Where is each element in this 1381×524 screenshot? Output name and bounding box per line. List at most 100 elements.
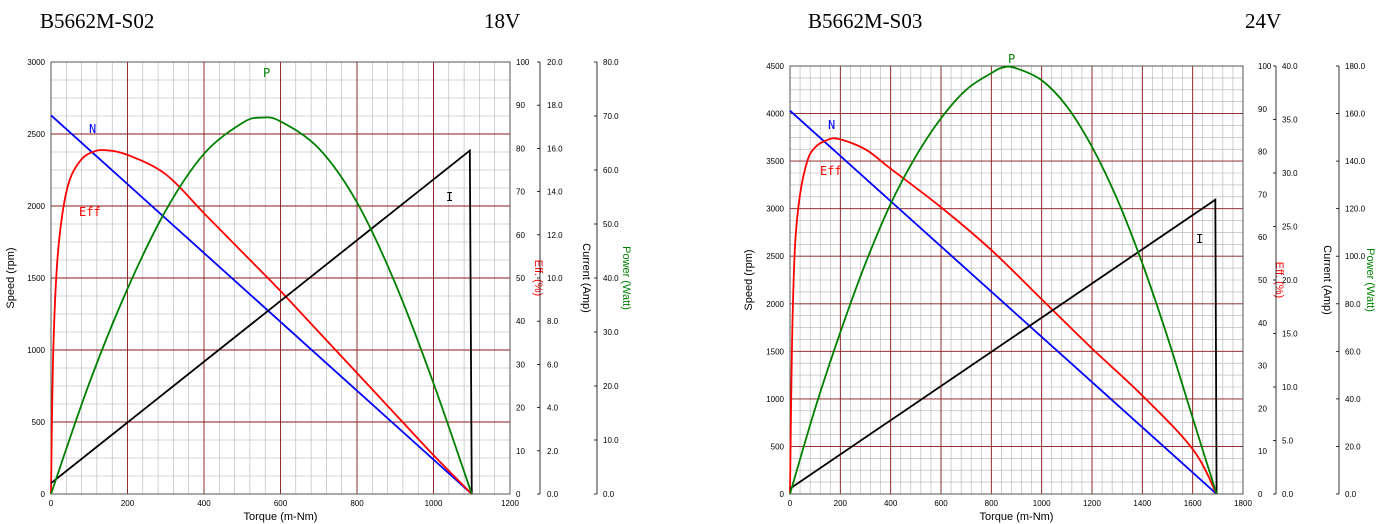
speed-tick-label: 0 xyxy=(41,490,46,499)
current-tick-label: 30.0 xyxy=(1282,169,1298,178)
x-tick-label: 1800 xyxy=(1234,499,1252,508)
x-tick-label: 1000 xyxy=(425,499,443,508)
speed-tick-label: 3000 xyxy=(27,58,45,67)
current-tick-label: 18.0 xyxy=(547,101,563,110)
power-tick-label: 180.0 xyxy=(1345,62,1366,71)
series-label-eff: Eff xyxy=(820,164,842,178)
speed-tick-label: 2000 xyxy=(766,300,784,309)
current-axis-label: Current (Amp) xyxy=(1321,245,1333,315)
eff-tick-label: 70 xyxy=(516,188,525,197)
series-line-eff xyxy=(789,137,1218,495)
eff-tick-label: 30 xyxy=(516,360,525,369)
current-tick-label: 10.0 xyxy=(1282,383,1298,392)
x-tick-label: 200 xyxy=(834,499,848,508)
speed-tick-label: 3500 xyxy=(766,157,784,166)
plot-frame xyxy=(789,65,1244,495)
eff-tick-label: 30 xyxy=(1258,362,1267,371)
eff-tick-label: 80 xyxy=(1258,148,1267,157)
series-line-eff xyxy=(50,149,473,495)
power-axis-label: Power (Watt) xyxy=(620,246,632,310)
eff-tick-label: 40 xyxy=(516,317,525,326)
x-tick-label: 600 xyxy=(934,499,948,508)
speed-tick-label: 4500 xyxy=(766,62,784,71)
eff-tick-label: 100 xyxy=(1258,62,1272,71)
x-axis-label: Torque (m-Nm) xyxy=(980,511,1054,523)
power-tick-label: 160.0 xyxy=(1345,110,1366,119)
speed-tick-label: 2500 xyxy=(27,130,45,139)
power-tick-label: 80.0 xyxy=(603,58,619,67)
plot-frame xyxy=(50,61,511,495)
current-tick-label: 0.0 xyxy=(1282,490,1294,499)
chart-b5662m-s03: B5662M-S03 24V 0 200 400 600 800 1000 1200 1400… xyxy=(743,9,1376,523)
current-tick-label: 8.0 xyxy=(547,317,559,326)
current-tick-label: 6.0 xyxy=(547,360,559,369)
eff-tick-label: 60 xyxy=(1258,233,1267,242)
current-tick-label: 20.0 xyxy=(547,58,563,67)
eff-tick-label: 60 xyxy=(516,231,525,240)
x-tick-label: 600 xyxy=(274,499,288,508)
model-title: B5662M-S03 xyxy=(808,9,922,33)
x-tick-label: 1000 xyxy=(1033,499,1051,508)
x-axis-label: Torque (m-Nm) xyxy=(244,511,318,523)
speed-tick-label: 2000 xyxy=(27,202,45,211)
eff-tick-label: 50 xyxy=(1258,276,1267,285)
current-tick-label: 15.0 xyxy=(1282,330,1298,339)
speed-tick-label: 3000 xyxy=(766,205,784,214)
series-label-p: P xyxy=(263,66,270,80)
speed-axis-label: Speed (rpm) xyxy=(743,249,755,310)
current-tick-label: 40.0 xyxy=(1282,62,1298,71)
x-tick-label: 400 xyxy=(884,499,898,508)
speed-tick-label: 4000 xyxy=(766,110,784,119)
power-tick-label: 10.0 xyxy=(603,436,619,445)
power-tick-label: 40.0 xyxy=(1345,395,1361,404)
series-line-i xyxy=(789,198,1218,495)
power-tick-label: 60.0 xyxy=(603,166,619,175)
speed-tick-label: 2500 xyxy=(766,252,784,261)
current-tick-label: 25.0 xyxy=(1282,223,1298,232)
x-tick-label: 1200 xyxy=(501,499,519,508)
speed-tick-label: 1500 xyxy=(766,347,784,356)
speed-tick-label: 500 xyxy=(32,418,46,427)
power-tick-label: 120.0 xyxy=(1345,205,1366,214)
current-axis-label: Current (Amp) xyxy=(580,243,592,313)
power-tick-label: 50.0 xyxy=(603,220,619,229)
eff-tick-label: 40 xyxy=(1258,319,1267,328)
current-tick-label: 5.0 xyxy=(1282,437,1294,446)
power-tick-label: 0.0 xyxy=(603,490,615,499)
speed-tick-label: 1500 xyxy=(27,274,45,283)
current-tick-label: 2.0 xyxy=(547,447,559,456)
power-tick-label: 140.0 xyxy=(1345,157,1366,166)
power-tick-label: 30.0 xyxy=(603,328,619,337)
chart-b5662m-s02: B5662M-S02 18V 0 200 400 600 800 1000 1200Torq… xyxy=(5,9,632,523)
speed-tick-label: 1000 xyxy=(766,395,784,404)
series-line-n xyxy=(50,114,473,495)
x-tick-label: 0 xyxy=(788,499,793,508)
current-tick-label: 35.0 xyxy=(1282,116,1298,125)
current-tick-label: 12.0 xyxy=(547,231,563,240)
current-tick-label: 4.0 xyxy=(547,404,559,413)
speed-tick-label: 0 xyxy=(780,490,785,499)
eff-tick-label: 90 xyxy=(516,101,525,110)
eff-tick-label: 20 xyxy=(516,404,525,413)
series-label-eff: Eff xyxy=(79,205,101,219)
series-label-i: I xyxy=(1196,232,1203,246)
x-tick-label: 200 xyxy=(121,499,135,508)
x-tick-label: 0 xyxy=(49,499,54,508)
power-tick-label: 0.0 xyxy=(1345,490,1357,499)
x-tick-label: 400 xyxy=(197,499,211,508)
series-line-i xyxy=(50,148,473,495)
model-title: B5662M-S02 xyxy=(40,9,154,33)
speed-axis-label: Speed (rpm) xyxy=(5,247,17,308)
series-label-p: P xyxy=(1008,52,1015,66)
power-tick-label: 80.0 xyxy=(1345,300,1361,309)
power-tick-label: 60.0 xyxy=(1345,347,1361,356)
power-tick-label: 20.0 xyxy=(1345,442,1361,451)
x-tick-label: 1200 xyxy=(1083,499,1101,508)
series-line-p xyxy=(50,116,473,495)
series-label-n: N xyxy=(89,122,96,136)
eff-tick-label: 80 xyxy=(516,144,525,153)
eff-tick-label: 0 xyxy=(1258,490,1263,499)
current-tick-label: 14.0 xyxy=(547,188,563,197)
eff-tick-label: 10 xyxy=(516,447,525,456)
